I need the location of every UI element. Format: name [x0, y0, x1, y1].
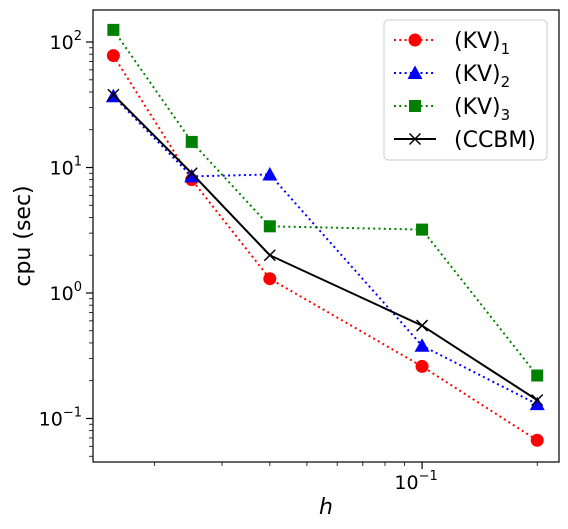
legend-entry-kv2: (KV)2	[394, 62, 510, 91]
data-point-kv1	[530, 433, 544, 447]
data-point-ccbm	[185, 167, 198, 180]
data-point-kv3	[416, 223, 429, 236]
y-tick-label: 101	[50, 155, 82, 180]
legend-marker	[408, 132, 422, 146]
legend-label: (KV)1	[454, 29, 510, 58]
legend-entry-kv1: (KV)1	[394, 29, 510, 58]
legend-marker	[407, 65, 423, 79]
legend: (KV)1 (KV)2 (KV)3 (CCBM)	[383, 19, 548, 161]
series-ccbm	[107, 88, 544, 407]
data-point-ccbm	[531, 394, 544, 407]
data-point-kv3	[107, 23, 120, 36]
data-point-kv2	[529, 396, 545, 411]
data-point-kv2	[414, 338, 430, 352]
data-point-kv3	[185, 135, 198, 148]
data-point-ccbm	[107, 88, 120, 101]
data-point-kv2	[184, 168, 200, 183]
minor-ticks	[89, 47, 538, 466]
series-kv3	[107, 23, 544, 382]
axis-ticks: 10−1 100 101 102 10−1	[39, 29, 438, 494]
x-axis-label: h	[319, 495, 333, 520]
legend-label: (KV)3	[454, 95, 510, 124]
legend-box	[383, 19, 548, 161]
data-point-kv3	[531, 369, 544, 382]
series-line-kv1	[112, 55, 538, 442]
plot-frame	[92, 9, 560, 463]
data-point-kv2	[262, 166, 278, 181]
y-axis-label: cpu (sec)	[11, 185, 36, 286]
y-tick-label: 100	[50, 280, 82, 305]
data-point-kv1	[106, 49, 120, 63]
legend-label: (KV)2	[454, 62, 510, 91]
data-point-ccbm	[416, 319, 429, 332]
series-layer	[105, 23, 545, 447]
y-tick-label: 102	[50, 29, 82, 54]
y-tick-label: 10−1	[39, 405, 82, 430]
legend-entry-ccbm: (CCBM)	[394, 128, 536, 153]
legend-marker	[408, 33, 422, 47]
legend-marker	[409, 100, 421, 112]
data-point-ccbm	[263, 249, 276, 262]
series-line-kv2	[112, 95, 538, 406]
legend-label: (CCBM)	[454, 128, 536, 153]
series-line-kv3	[112, 29, 539, 377]
legend-entry-kv3: (KV)3	[394, 95, 510, 124]
data-point-kv3	[263, 220, 276, 233]
data-point-kv1	[415, 359, 429, 373]
x-tick-label: 10−1	[394, 469, 437, 494]
data-point-kv1	[263, 272, 277, 286]
